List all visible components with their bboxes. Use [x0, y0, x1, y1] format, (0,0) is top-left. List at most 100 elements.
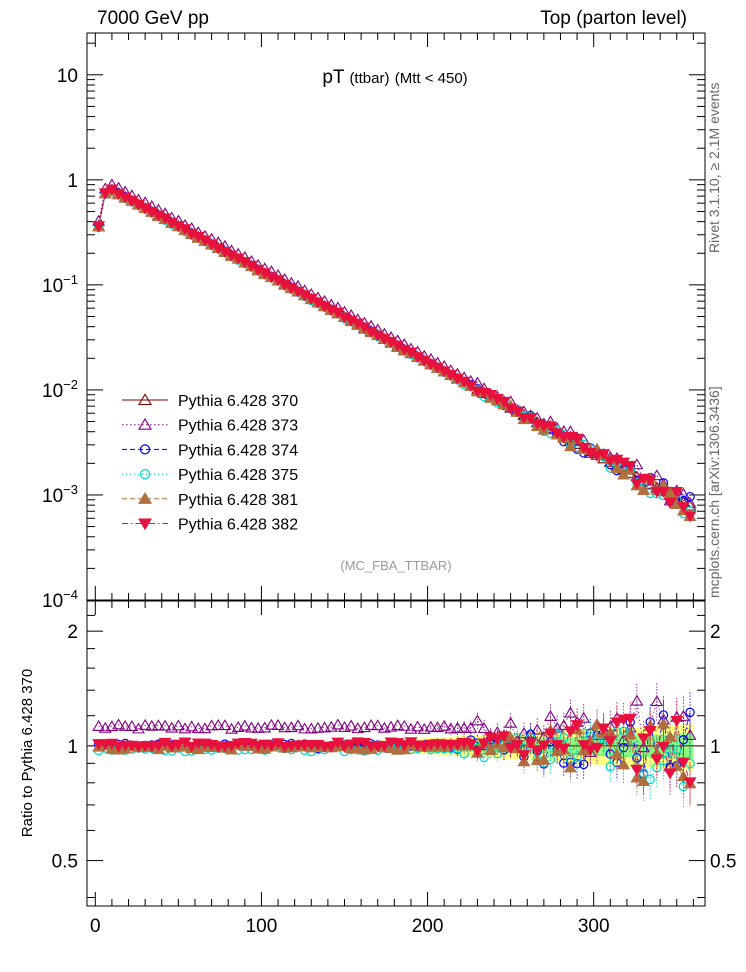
ratio-point [563, 761, 577, 773]
ratio-point [205, 719, 219, 731]
main-y-tick-label: 10−2 [42, 377, 78, 402]
data-point [524, 413, 538, 425]
main-series-pythia-6-428-382 [92, 184, 697, 523]
ratio-point [605, 761, 616, 772]
ratio-point [676, 757, 690, 769]
data-point [670, 487, 684, 499]
tick-base: 10 [57, 66, 78, 87]
ratio-point [570, 720, 584, 732]
ratio-point [464, 739, 478, 751]
ratio-point [623, 728, 637, 740]
tick-exponent: −1 [63, 272, 78, 287]
ratio-point [563, 706, 577, 718]
data-point [597, 449, 611, 461]
legend-label: Pythia 6.428 370 [178, 393, 298, 410]
data-point [657, 486, 670, 498]
ratio-point [185, 720, 199, 732]
ratio-point [125, 719, 139, 731]
ratio-point [670, 715, 684, 727]
legend-entry: Pythia 6.428 373 [122, 418, 298, 435]
ratio-point [657, 741, 670, 753]
legend-entry: Pythia 6.428 382 [122, 517, 298, 534]
ratio-point [451, 739, 464, 751]
ratio-point [191, 722, 205, 734]
ratio-point [364, 718, 378, 730]
ratio-point [304, 722, 318, 734]
ratio-point [264, 718, 278, 730]
legend-marker [138, 518, 152, 531]
ratio-point [470, 746, 484, 758]
ratio-point [377, 740, 391, 752]
ratio-point [158, 719, 172, 731]
ratio-point [357, 721, 371, 733]
data-point [643, 475, 657, 487]
ratio-point [138, 718, 152, 730]
ratio-point [530, 723, 544, 735]
data-point [676, 502, 690, 514]
ratio-point [344, 719, 358, 731]
ratio-point [344, 739, 358, 751]
ratio-point [504, 743, 518, 754]
main-y-tick-label: 1 [67, 171, 78, 192]
ratio-point [444, 722, 458, 734]
ratio-point [663, 768, 677, 780]
data-point [563, 440, 577, 452]
data-point [92, 221, 106, 233]
data-point [663, 497, 677, 509]
ratio-point [650, 754, 664, 766]
ratio-point [225, 741, 238, 753]
ratio-point [298, 722, 312, 734]
ratio-point [411, 720, 425, 732]
ratio-point [437, 719, 451, 731]
data-point [610, 462, 624, 474]
legend: Pythia 6.428 370 Pythia 6.428 373 Pythia 6… [122, 393, 298, 534]
title-sub2: (Mtt < 450) [395, 70, 468, 87]
ratio-point [477, 738, 491, 750]
ratio-point [510, 740, 524, 752]
ratio-point [165, 721, 179, 733]
ratio-point [484, 743, 498, 755]
ratio-y-tick-label: 1 [67, 737, 78, 758]
main-y-tick-label: 10−3 [42, 482, 78, 507]
ratio-point [470, 714, 484, 726]
ratio-point [371, 719, 385, 731]
data-point [685, 491, 695, 502]
tick-exponent: −4 [63, 587, 78, 602]
data-point [464, 380, 478, 392]
ratio-point [238, 719, 252, 731]
tick-exponent: −2 [63, 377, 78, 392]
ratio-point [603, 736, 617, 748]
data-point [544, 421, 557, 433]
ratio-point [185, 741, 199, 753]
legend-entry: Pythia 6.428 375 [122, 467, 298, 484]
ratio-point [457, 721, 471, 733]
ratio-point [424, 720, 438, 732]
data-point [637, 483, 650, 495]
legend-marker [138, 393, 152, 406]
ratio-y-tick-label-right: 2 [710, 622, 721, 643]
ratio-point [397, 740, 411, 752]
ratio-point [637, 733, 650, 745]
header-process-label: Top (parton level) [540, 8, 687, 29]
ratio-point [464, 721, 478, 733]
data-point [663, 486, 677, 498]
ratio-point [171, 739, 185, 751]
ratio-point [165, 741, 179, 753]
ratio-point [291, 719, 305, 731]
legend-entry: Pythia 6.428 370 [122, 393, 298, 410]
ratio-y-tick-label: 2 [67, 622, 78, 643]
ratio-point [151, 719, 165, 731]
ratio-point [397, 719, 411, 731]
legend-label: Pythia 6.428 375 [178, 467, 298, 484]
legend-entry: Pythia 6.428 374 [122, 442, 298, 459]
ratio-point [623, 713, 637, 725]
data-point [603, 456, 617, 468]
tick-base: 10 [42, 486, 63, 507]
mcplots-reference-label: mcplots.cern.ch [arXiv:1306.3436] [706, 386, 722, 598]
main-y-tick-label: 10−4 [42, 587, 78, 612]
ratio-point [338, 741, 351, 753]
ratio-point [597, 723, 611, 735]
ratio-point [112, 718, 126, 730]
ratio-point [663, 730, 677, 742]
